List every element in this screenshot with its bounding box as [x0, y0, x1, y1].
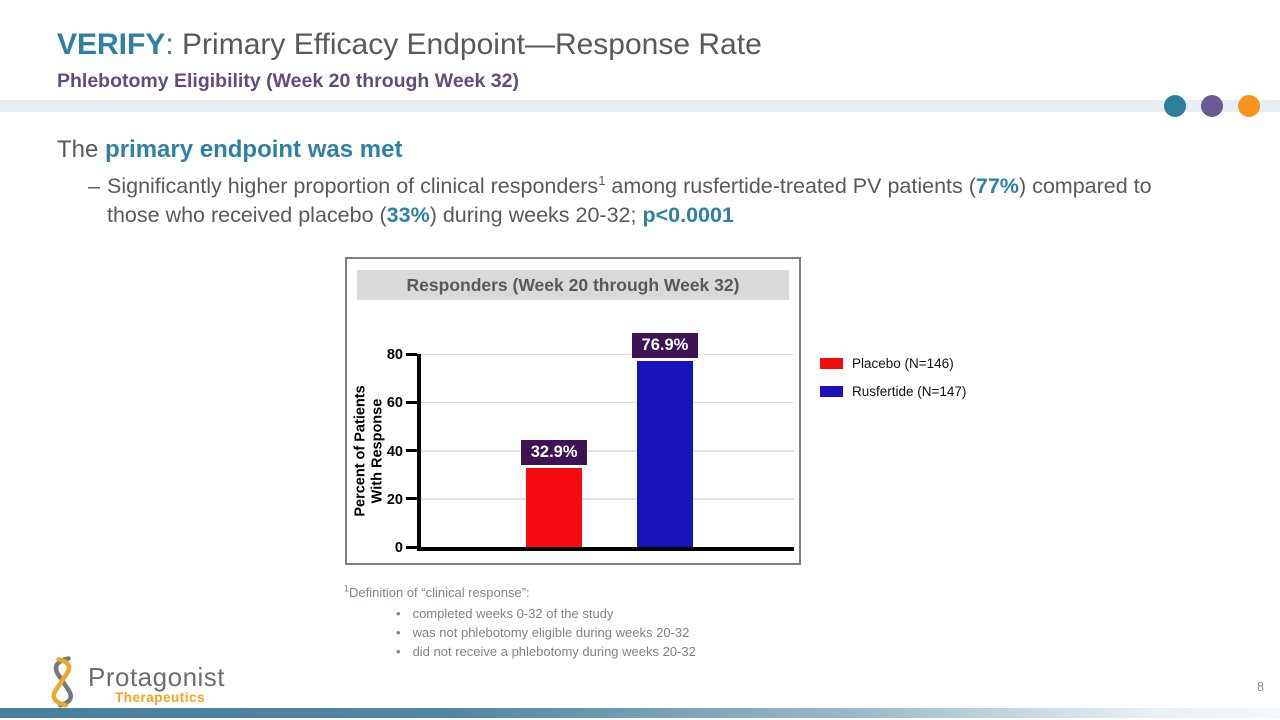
footnote-bullet-1: completed weeks 0-32 of the study: [396, 604, 696, 623]
footnote-lead-text: Definition of “clinical response”:: [349, 585, 530, 600]
y-tick-label: 40: [386, 443, 403, 460]
legend-swatch-rusfertide: [820, 386, 843, 397]
logo-subname: Therapeutics: [115, 690, 206, 705]
footnote-superscript: 1: [344, 583, 350, 594]
y-tick-label: 80: [386, 347, 403, 363]
bullet-item: – Significantly higher proportion of cli…: [88, 172, 1169, 230]
logo-name: Protagonist: [88, 662, 226, 692]
chart-frame: Responders (Week 20 through Week 32) Per…: [345, 257, 801, 565]
page-subtitle: Phlebotomy Eligibility (Week 20 through …: [57, 70, 519, 92]
page-title: VERIFY: Primary Efficacy Endpoint—Respon…: [57, 28, 762, 62]
footer-accent-bar: [0, 708, 1280, 718]
bullet-text: Significantly higher proportion of clini…: [107, 172, 1169, 230]
legend-item-rusfertide: Rusfertide (N=147): [820, 384, 966, 399]
bar-rusfertide: [636, 361, 693, 547]
bullet-accent-value: 77%: [975, 174, 1019, 198]
bullet-accent-value: p<0.0001: [642, 203, 734, 227]
legend-item-placebo: Placebo (N=146): [820, 356, 966, 371]
legend: Placebo (N=146) Rusfertide (N=147): [820, 356, 966, 412]
gridline: [421, 498, 794, 500]
legend-swatch-placebo: [820, 358, 843, 369]
title-highlight: VERIFY: [57, 28, 166, 61]
y-tick-label: 0: [394, 540, 403, 556]
footnote-bullet-2: was not phlebotomy eligible during weeks…: [396, 623, 696, 642]
bullet-segment: Significantly higher proportion of clini…: [107, 174, 599, 198]
plot-area: 0 20 40 60 80 32.9% 76.9%: [387, 333, 794, 556]
bullet-dash: –: [88, 174, 100, 198]
legend-label-rusfertide: Rusfertide (N=147): [852, 384, 967, 399]
y-tick-label: 60: [386, 395, 403, 412]
footnote-bullet-3: did not receive a phlebotomy during week…: [396, 642, 696, 661]
bar-value-label-placebo: 32.9%: [521, 439, 588, 465]
lead-plain: The: [57, 136, 106, 163]
lead-statement: The primary endpoint was met: [57, 136, 402, 164]
y-tick-mark: [406, 497, 417, 501]
decoration-dot-orange: [1238, 95, 1260, 117]
footnote-lead: 1Definition of “clinical response”:: [344, 583, 696, 600]
decoration-dot-purple: [1201, 95, 1223, 117]
y-tick-mark: [406, 352, 417, 356]
legend-label-placebo: Placebo (N=146): [852, 356, 954, 371]
bullet-segment: ) during weeks 20-32;: [429, 203, 643, 227]
bullet-accent-value: 33%: [386, 203, 430, 227]
gridline: [421, 450, 794, 452]
chart-title: Responders (Week 20 through Week 32): [357, 270, 789, 300]
bullet-segment: 1: [598, 172, 606, 188]
y-tick-mark: [406, 545, 417, 549]
decoration-dot-teal: [1164, 95, 1186, 117]
footnote-bullets: completed weeks 0-32 of the study was no…: [396, 604, 696, 661]
footnote: 1Definition of “clinical response”: comp…: [344, 583, 696, 661]
gridline: [421, 401, 794, 404]
y-tick-label: 20: [386, 491, 403, 508]
page-number: 8: [1257, 680, 1264, 694]
y-tick-mark: [406, 449, 417, 452]
bullet-segment: ) compared to those who received placebo…: [107, 174, 1152, 227]
bar-value-label-rusfertide: 76.9%: [631, 333, 698, 359]
title-colon: :: [165, 28, 174, 61]
gridline: [421, 353, 794, 355]
lead-accent: primary endpoint was met: [105, 136, 403, 163]
logo-helix-icon: [51, 656, 73, 708]
title-rest: Primary Efficacy Endpoint—Response Rate: [173, 28, 762, 61]
bar-placebo: [526, 467, 583, 547]
company-logo: Protagonist Therapeutics: [42, 654, 262, 708]
header-divider-band: [0, 100, 1280, 112]
y-tick-mark: [406, 400, 417, 404]
y-axis-label-line1: Percent of Patients: [352, 384, 369, 517]
bullet-segment: among rusfertide-treated PV patients (: [605, 174, 976, 198]
